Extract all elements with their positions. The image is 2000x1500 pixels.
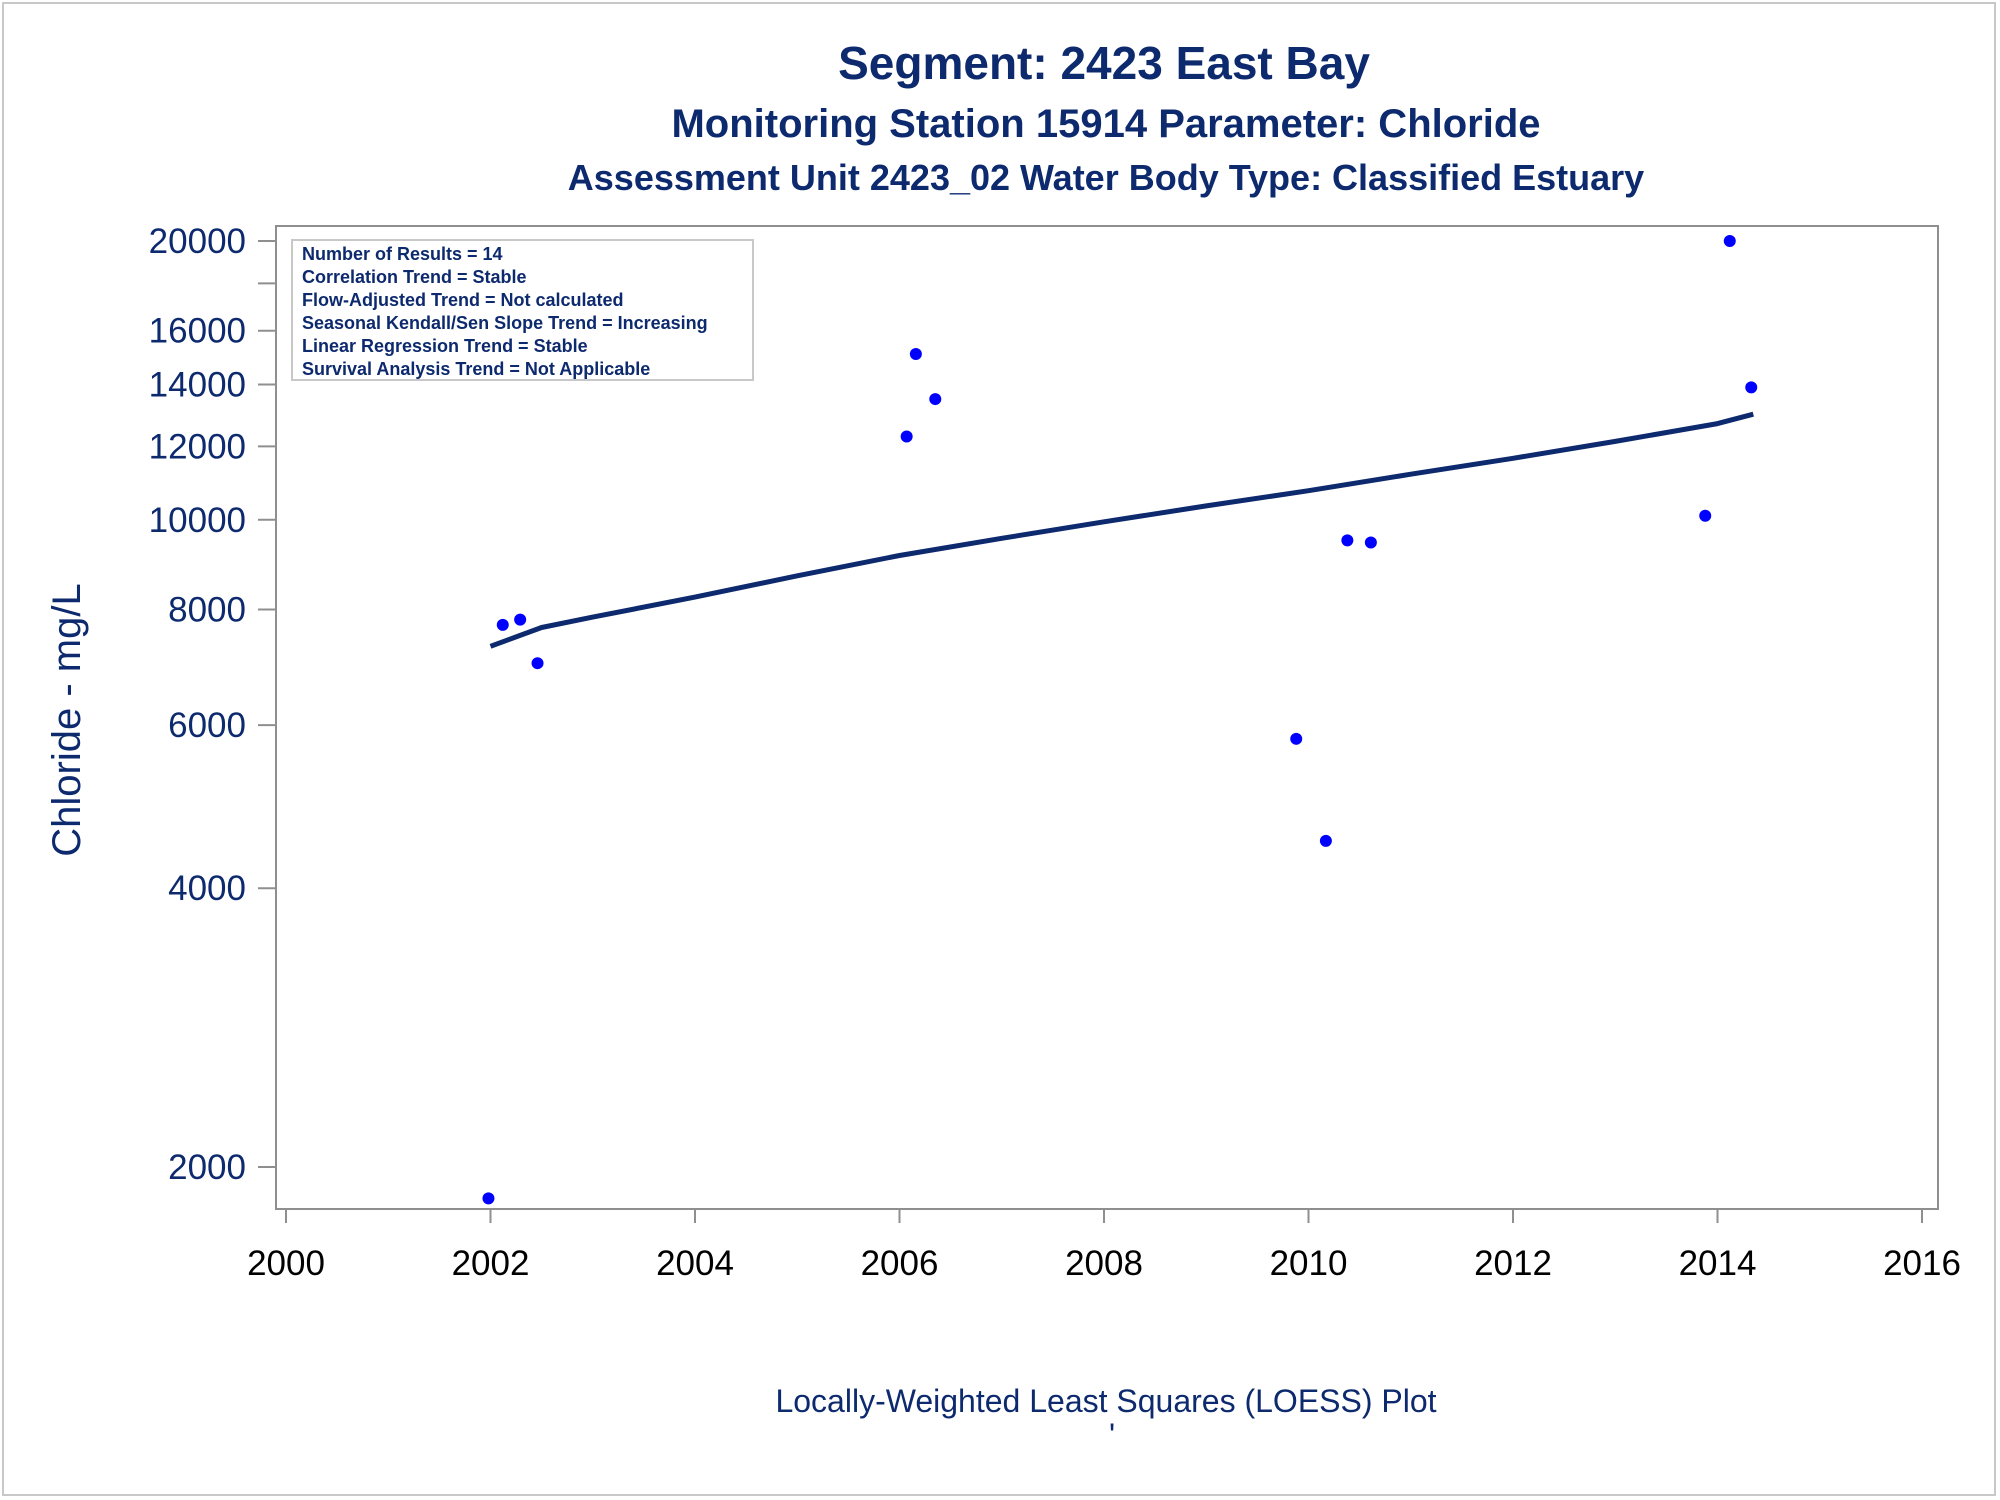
stats-box-border (291, 239, 754, 381)
stats-box: Number of Results = 14 Correlation Trend… (291, 239, 754, 381)
y-tick-label: 4000 (168, 869, 246, 908)
chart-subtitle-2: Assessment Unit 2423_02 Water Body Type:… (568, 157, 1644, 198)
y-axis-title: Chloride - mg/L (45, 583, 89, 856)
x-axis-title: Locally-Weighted Least Squares (LOESS) P… (775, 1383, 1436, 1419)
y-tick-label: 14000 (149, 365, 246, 404)
stats-line: Seasonal Kendall/Sen Slope Trend = Incre… (302, 313, 708, 333)
y-tick-label: 2000 (168, 1148, 246, 1187)
stats-line: Linear Regression Trend = Stable (302, 336, 588, 356)
data-point (1319, 834, 1332, 847)
loess-line (489, 411, 1754, 649)
chart-title: Segment: 2423 East Bay (838, 37, 1370, 89)
data-point (1364, 536, 1377, 549)
chart: Segment: 2423 East Bay Monitoring Statio… (45, 37, 1961, 1453)
x-tick-label: 2004 (656, 1244, 734, 1283)
y-tick-label: 12000 (149, 427, 246, 466)
data-point (1341, 534, 1354, 547)
x-tick-label: 2010 (1270, 1244, 1348, 1283)
y-tick-label: 20000 (149, 222, 246, 261)
data-point (900, 430, 913, 443)
data-point (1723, 235, 1736, 247)
data-point (496, 618, 509, 631)
plot-area (275, 225, 1939, 1210)
stats-line: Flow-Adjusted Trend = Not calculated (302, 290, 624, 310)
x-tick-label: 2014 (1679, 1244, 1757, 1283)
stats-line: Number of Results = 14 (302, 244, 503, 264)
data-point (909, 348, 922, 361)
x-tick-label: 2006 (861, 1244, 939, 1283)
data-point (482, 1192, 495, 1205)
x-tick-label: 2016 (1883, 1244, 1961, 1283)
y-tick-label: 6000 (168, 706, 246, 745)
x-axis: 2000 2002 2004 2006 2008 2010 2012 2014 2016 (247, 1209, 1961, 1283)
chart-subtitle: Monitoring Station 15914 Parameter: Chlo… (671, 102, 1540, 146)
y-tick-label: 8000 (168, 590, 246, 629)
data-point (929, 393, 942, 406)
y-axis: 2000 4000 6000 8000 10000 12000 14000 16000 2000… (149, 222, 276, 1187)
y-tick-label: 10000 (149, 501, 246, 540)
data-point (531, 657, 544, 670)
series-layer (482, 235, 1758, 1205)
x-tick-label: 2012 (1474, 1244, 1552, 1283)
data-point (1745, 381, 1758, 394)
y-tick-label: 16000 (149, 312, 246, 351)
footnote: ' (1109, 1417, 1115, 1453)
stats-line: Survival Analysis Trend = Not Applicable (302, 359, 650, 379)
x-tick-label: 2000 (247, 1244, 325, 1283)
stats-line: Correlation Trend = Stable (302, 267, 527, 287)
x-tick-label: 2008 (1065, 1244, 1143, 1283)
x-tick-label: 2002 (452, 1244, 530, 1283)
data-point (514, 613, 527, 626)
data-point (1699, 509, 1712, 522)
data-point (1290, 732, 1303, 745)
